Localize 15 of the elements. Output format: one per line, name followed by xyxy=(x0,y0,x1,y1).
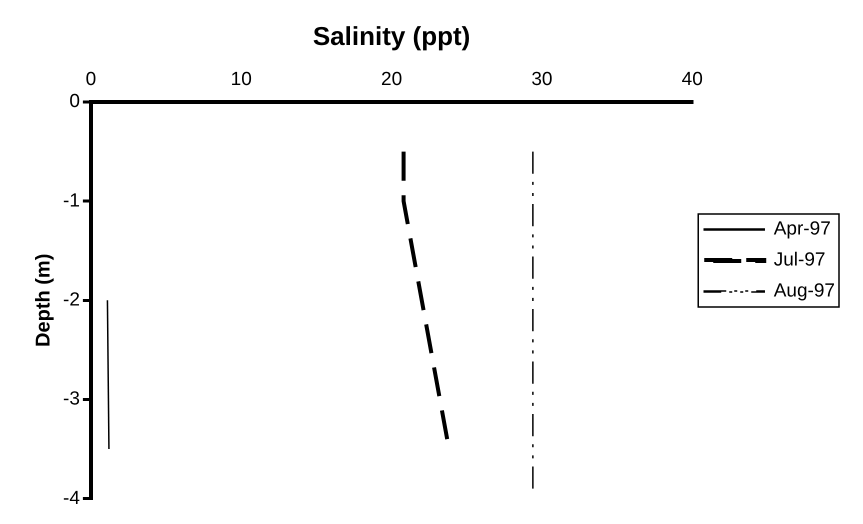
y-tick-label: -3 xyxy=(62,388,80,410)
y-tick-label: 0 xyxy=(69,91,80,112)
y-axis-title: Depth (m) xyxy=(32,254,55,347)
x-tick-label: 20 xyxy=(380,68,402,90)
legend-label: Jul-97 xyxy=(774,250,826,271)
y-tick-label: -1 xyxy=(62,190,80,212)
legend-label: Apr-97 xyxy=(774,218,831,240)
x-tick-label: 30 xyxy=(531,68,552,90)
y-tick-label: -2 xyxy=(62,290,80,311)
x-axis-title: Salinity (ppt) xyxy=(312,20,470,51)
y-tick-label: -4 xyxy=(62,488,80,509)
x-tick-label: 40 xyxy=(682,68,703,90)
x-tick-label: 0 xyxy=(86,68,96,90)
legend-label: Aug-97 xyxy=(774,280,836,302)
x-tick-label: 10 xyxy=(230,68,252,90)
